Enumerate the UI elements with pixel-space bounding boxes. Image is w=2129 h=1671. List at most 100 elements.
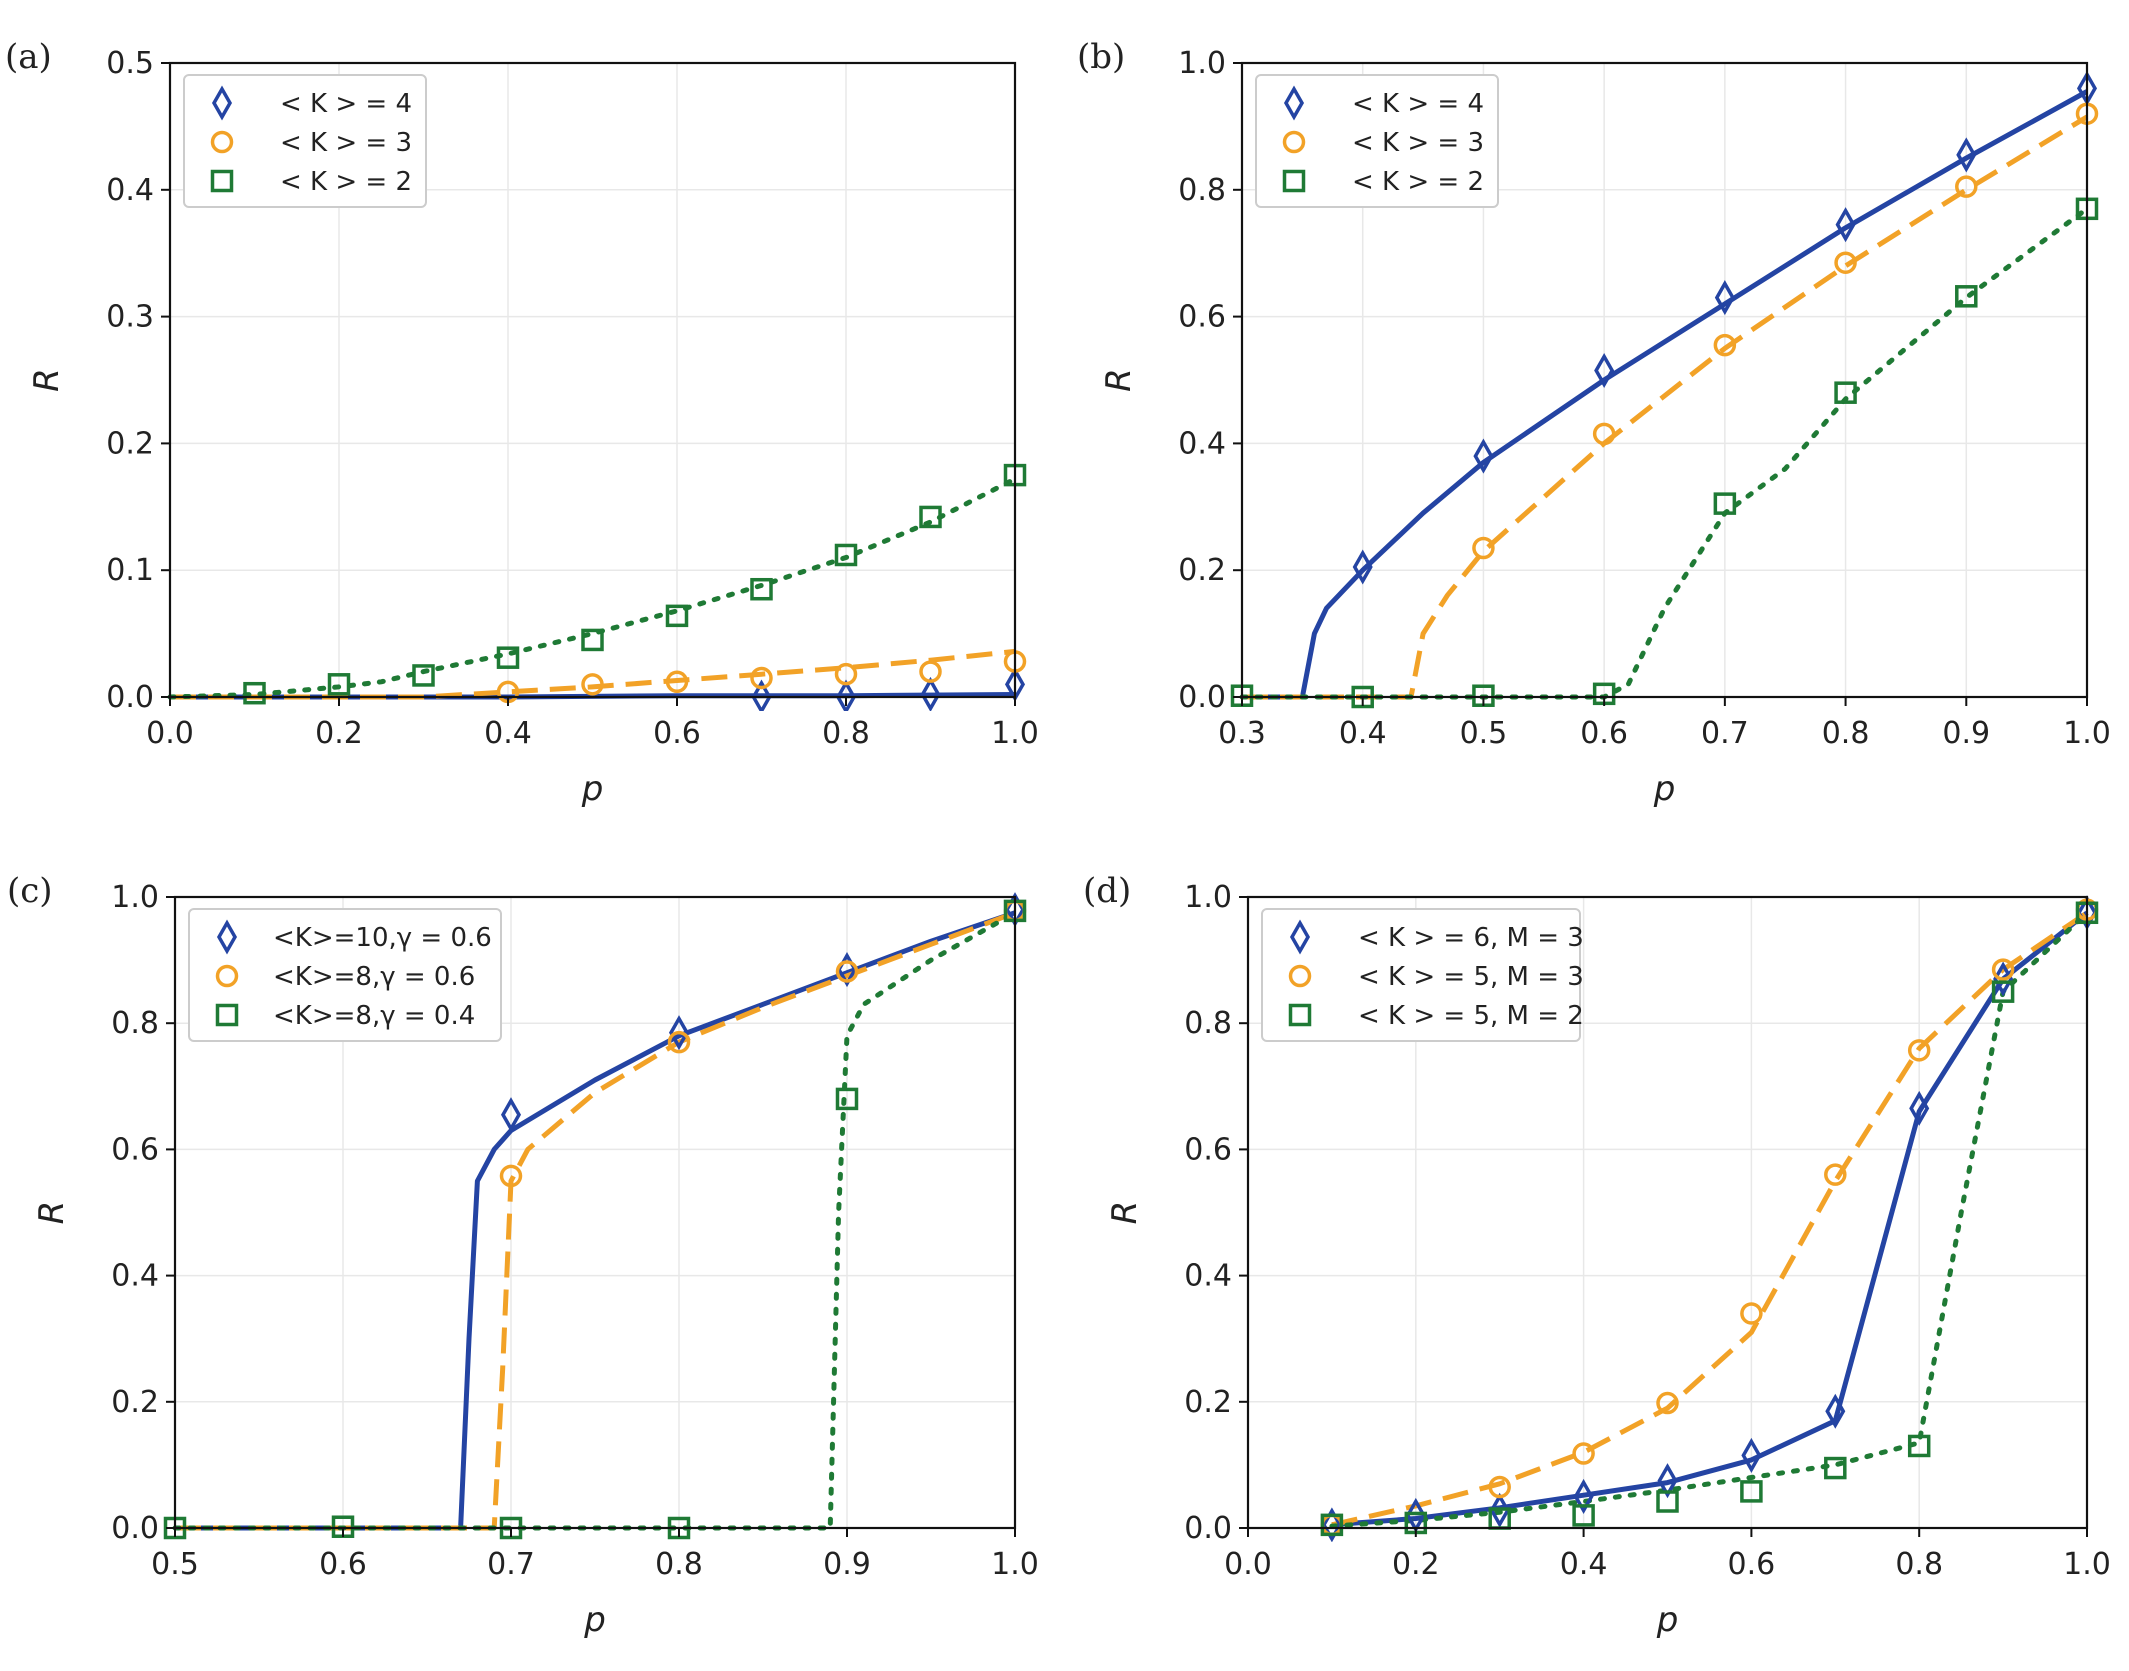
x-tick-label: 0.6 xyxy=(319,1547,367,1582)
data-point-diamond xyxy=(751,679,772,711)
data-point-diamond xyxy=(835,679,857,711)
panel-label: (c) xyxy=(7,871,53,911)
data-point-square xyxy=(1656,1490,1679,1513)
series-line-orange xyxy=(1331,910,2089,1528)
legend-label: < K > = 2 xyxy=(280,167,412,197)
data-point-circle xyxy=(1907,1039,1931,1062)
legend-box xyxy=(1255,74,1499,208)
legend-box xyxy=(183,74,427,208)
legend-marker-circle xyxy=(1282,130,1306,154)
y-axis-label: R xyxy=(32,1201,72,1225)
x-tick-label: 0.0 xyxy=(1224,1547,1272,1582)
legend-marker-diamond xyxy=(211,85,233,121)
x-axis-label: p xyxy=(581,769,604,809)
data-point-circle xyxy=(1740,1302,1763,1325)
y-tick-label: 0.6 xyxy=(111,1132,159,1167)
data-point-circle xyxy=(750,666,773,690)
panel-label: (d) xyxy=(1083,871,1131,911)
data-point-circle xyxy=(1572,1442,1595,1465)
series-line-orange xyxy=(1242,114,2089,700)
data-point-square xyxy=(1834,381,1857,404)
x-tick-label: 0.7 xyxy=(1701,716,1749,751)
y-tick-label: 0.0 xyxy=(106,680,154,715)
legend-label: < K > = 4 xyxy=(1352,89,1484,119)
y-tick-label: 0.8 xyxy=(1184,1006,1232,1041)
y-tick-label: 1.0 xyxy=(111,880,159,915)
panel-label: (a) xyxy=(5,37,52,77)
x-tick-label: 0.9 xyxy=(823,1547,871,1582)
data-point-circle xyxy=(1472,536,1495,560)
legend-label: <K>=8,γ = 0.4 xyxy=(273,1001,475,1031)
x-axis-label: p xyxy=(1656,1600,1679,1640)
y-tick-label: 0.0 xyxy=(111,1511,159,1546)
data-point-square xyxy=(412,664,435,687)
legend-marker-diamond xyxy=(1283,85,1305,121)
legend: <K>=10,γ = 0.6 <K>=8,γ = 0.6 <K>=8,γ = 0.4 xyxy=(188,908,502,1042)
series-line-green xyxy=(1329,910,2090,1529)
legend-marker-square xyxy=(210,169,234,193)
legend-marker-square xyxy=(1288,1003,1312,1027)
data-point-square xyxy=(1824,1456,1847,1480)
x-tick-label: 0.3 xyxy=(1218,716,1266,751)
data-point-square xyxy=(1991,980,2015,1003)
y-tick-label: 0.3 xyxy=(106,300,154,335)
data-point-circle xyxy=(1824,1163,1847,1186)
data-point-square xyxy=(581,628,604,652)
x-tick-label: 0.2 xyxy=(315,716,363,751)
x-axis-label: p xyxy=(1653,769,1676,809)
series-line-green xyxy=(1239,206,2090,700)
x-tick-label: 0.6 xyxy=(1728,1547,1776,1582)
data-point-circle xyxy=(834,662,858,686)
data-point-square xyxy=(243,681,266,705)
data-point-square xyxy=(834,543,858,567)
x-tick-label: 0.0 xyxy=(146,716,194,751)
x-tick-label: 1.0 xyxy=(991,1547,1039,1582)
legend-marker-diamond xyxy=(216,919,238,955)
data-point-square xyxy=(1955,285,1978,308)
x-tick-label: 0.4 xyxy=(1560,1547,1608,1582)
x-tick-label: 0.8 xyxy=(655,1547,703,1582)
x-tick-label: 0.4 xyxy=(1339,716,1387,751)
data-point-square xyxy=(1907,1434,1931,1458)
legend-marker-circle xyxy=(215,964,239,988)
data-point-circle xyxy=(581,673,604,696)
legend-box xyxy=(188,908,502,1042)
data-point-circle xyxy=(1955,175,1978,198)
panel-label: (b) xyxy=(1077,37,1125,77)
x-tick-label: 0.6 xyxy=(653,716,701,751)
y-tick-label: 0.8 xyxy=(1178,173,1226,208)
data-point-square xyxy=(327,673,351,696)
chart-panel-b: 0.3 0.4 0.5 0.6 0.7 0.8 0.9 1.0 0.0 0.2 0.4 0.6 0.8 1… xyxy=(1077,37,2111,809)
series-line-green xyxy=(167,476,1018,700)
y-tick-label: 0.6 xyxy=(1184,1132,1232,1167)
y-tick-label: 0.4 xyxy=(1178,426,1226,461)
plot-area xyxy=(167,463,1027,711)
y-tick-label: 0.0 xyxy=(1178,680,1226,715)
x-tick-label: 1.0 xyxy=(2063,716,2111,751)
y-axis-label: R xyxy=(1105,1201,1145,1225)
data-point-circle xyxy=(1713,333,1737,357)
data-point-diamond xyxy=(1321,1507,1342,1542)
x-tick-label: 0.7 xyxy=(487,1547,535,1582)
y-tick-label: 0.4 xyxy=(1184,1259,1232,1294)
data-point-circle xyxy=(667,1030,691,1054)
legend-label: < K > = 4 xyxy=(280,89,412,119)
series-line-orange xyxy=(175,910,1016,1531)
y-axis-label: R xyxy=(27,368,67,392)
legend: < K > = 4 < K > = 3 < K > = 2 xyxy=(183,74,427,208)
x-tick-label: 0.5 xyxy=(1460,716,1508,751)
y-tick-label: 0.2 xyxy=(1184,1385,1232,1420)
y-tick-label: 0.1 xyxy=(106,553,154,588)
legend-label: < K > = 5, M = 3 xyxy=(1358,962,1584,992)
data-point-diamond xyxy=(920,676,941,711)
series-line-green xyxy=(172,910,1018,1531)
chart-panel-c: 0.5 0.6 0.7 0.8 0.9 1.0 0.0 0.2 0.4 0.6 0.8 1.0 p R (c… xyxy=(7,871,1039,1640)
legend: < K > = 4 < K > = 3 < K > = 2 xyxy=(1255,74,1499,208)
legend-label: < K > = 2 xyxy=(1352,167,1484,197)
data-point-square xyxy=(1572,1504,1595,1527)
data-point-circle xyxy=(1488,1475,1511,1499)
axes-frame xyxy=(1240,61,2089,699)
x-tick-label: 0.5 xyxy=(151,1547,199,1582)
data-point-circle xyxy=(1592,422,1616,446)
